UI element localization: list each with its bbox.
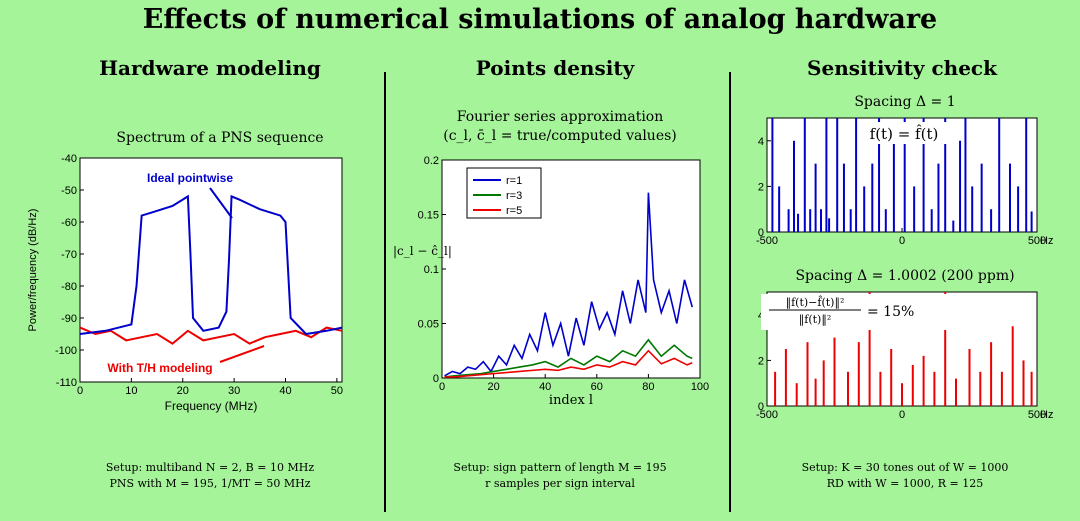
- y-tick-label: 2: [758, 355, 764, 367]
- density-setup-text: Setup: sign pattern of length M = 195 r …: [395, 460, 725, 492]
- x-tick-label: 20: [487, 381, 499, 393]
- x-tick-label: 50: [331, 385, 343, 397]
- y-tick-label: 0.1: [424, 264, 439, 276]
- x-unit-label: Hz: [1040, 235, 1053, 247]
- y-tick-label: 0: [433, 373, 439, 385]
- annotation-th-modeling: With T/H modeling: [107, 361, 212, 375]
- fourier-error-chart: 0 20 40 60 80 100 0 0.05 0.1 0.15 0.2 index l |c_l −…: [393, 155, 709, 408]
- x-tick-label: 0: [439, 381, 445, 393]
- x-axis-label: Frequency (MHz): [165, 399, 258, 413]
- fourier-plot-title-line-2: (c_l, c̄_l = true/computed values): [443, 128, 677, 144]
- annotation-arrow-ideal: [209, 187, 233, 219]
- x-tick-label: 100: [691, 381, 709, 393]
- fourier-plot-title-line-1: Fourier series approximation: [456, 109, 664, 125]
- series-line-r3: [444, 338, 693, 378]
- x-tick-label: 500: [1028, 235, 1046, 247]
- annotation-ideal-pointwise: Ideal pointwise: [147, 171, 233, 185]
- annotation-denominator: ‖f(t)‖²: [799, 313, 831, 327]
- fourier-plot-title: Fourier series approximation (c_l, c̄_l …: [395, 108, 725, 146]
- x-tick-label: 40: [279, 385, 291, 397]
- column-title-points-density: Points density: [475, 56, 635, 80]
- y-tick-label: -100: [55, 345, 77, 357]
- y-tick-label: 0.2: [424, 155, 439, 167]
- column-title-sensitivity-check: Sensitivity check: [807, 56, 997, 80]
- series-line-r5: [444, 349, 693, 378]
- y-tick-label: 2: [758, 181, 764, 193]
- y-tick-label: 0: [758, 227, 764, 239]
- y-axis-label: Power/frequency (dB/Hz): [27, 209, 39, 332]
- y-tick-label: -40: [61, 153, 77, 165]
- x-tick-label: 0: [77, 385, 83, 397]
- y-tick-label: 0.15: [418, 210, 439, 222]
- slide-title: Effects of numerical simulations of anal…: [142, 4, 938, 35]
- hardware-setup-line-2: PNS with M = 195, 1/MT = 50 MHz: [109, 477, 311, 490]
- hardware-setup-line-1: Setup: multiband N = 2, B = 10 MHz: [105, 461, 315, 474]
- sensitivity-setup-text: Setup: K = 30 tones out of W = 1000 RD w…: [745, 460, 1065, 492]
- column-divider-right: [729, 72, 731, 512]
- legend-label: r=5: [506, 205, 522, 217]
- spectrum-plot-title: Spectrum of a PNS sequence: [116, 130, 324, 146]
- series-line-r1: [444, 192, 694, 377]
- x-tick-label: -500: [756, 235, 778, 247]
- x-tick-label: 0: [899, 409, 905, 421]
- y-tick-label: -70: [61, 249, 77, 261]
- annotation-background: [761, 294, 956, 330]
- x-unit-label: Hz: [1040, 409, 1053, 421]
- legend-label: r=1: [506, 175, 522, 187]
- x-tick-label: 40: [539, 381, 551, 393]
- series-line-ideal-pointwise: [79, 194, 343, 336]
- spectrum-chart: 0 10 20 30 40 50 -40 -50 -60 -70 -80 -90 -100 -110 Fre…: [27, 153, 343, 413]
- annotation-equality: f(t) = f̂(t): [870, 125, 939, 143]
- spacing-1-title: Spacing Δ = 1: [854, 94, 956, 110]
- hardware-setup-text: Setup: multiband N = 2, B = 10 MHz PNS w…: [50, 460, 370, 492]
- annotation-background: [861, 122, 947, 144]
- sensitivity-setup-line-2: RD with W = 1000, R = 125: [826, 477, 984, 490]
- y-tick-label: -50: [61, 185, 77, 197]
- annotation-numerator: ‖f(t)−f̂(t)‖²: [786, 296, 845, 310]
- y-tick-label: 4: [758, 136, 764, 148]
- annotation-arrow-th: [219, 345, 265, 363]
- y-tick-label: 0: [758, 401, 764, 413]
- y-tick-label: -110: [56, 377, 77, 389]
- x-tick-label: 500: [1028, 409, 1046, 421]
- x-tick-label: 10: [125, 385, 137, 397]
- x-tick-label: 0: [899, 235, 905, 247]
- series-line-th-modeling: [79, 326, 343, 345]
- density-setup-line-1: Setup: sign pattern of length M = 195: [453, 461, 667, 474]
- x-tick-label: 60: [591, 381, 603, 393]
- plot-area: [79, 157, 343, 383]
- density-setup-line-2: r samples per sign interval: [485, 477, 635, 490]
- column-divider-left: [384, 72, 386, 512]
- y-tick-label: -60: [61, 217, 77, 229]
- legend-label: r=3: [506, 190, 522, 202]
- y-tick-label: -90: [61, 313, 77, 325]
- x-tick-label: 30: [228, 385, 240, 397]
- sensitivity-setup-line-1: Setup: K = 30 tones out of W = 1000: [801, 461, 1009, 474]
- spacing-ppm-title: Spacing Δ = 1.0002 (200 ppm): [795, 268, 1015, 284]
- x-tick-label: 20: [177, 385, 189, 397]
- x-axis-label: index l: [549, 393, 593, 408]
- y-tick-label: 0.05: [418, 319, 439, 331]
- y-tick-label: -80: [61, 281, 77, 293]
- x-tick-label: 80: [642, 381, 654, 393]
- x-tick-label: -500: [756, 409, 778, 421]
- annotation-error-value: = 15%: [867, 304, 914, 320]
- y-axis-label: |c_l − ĉ_l|: [393, 244, 452, 258]
- column-title-hardware-modeling: Hardware modeling: [99, 56, 321, 80]
- y-tick-label: 4: [758, 310, 764, 322]
